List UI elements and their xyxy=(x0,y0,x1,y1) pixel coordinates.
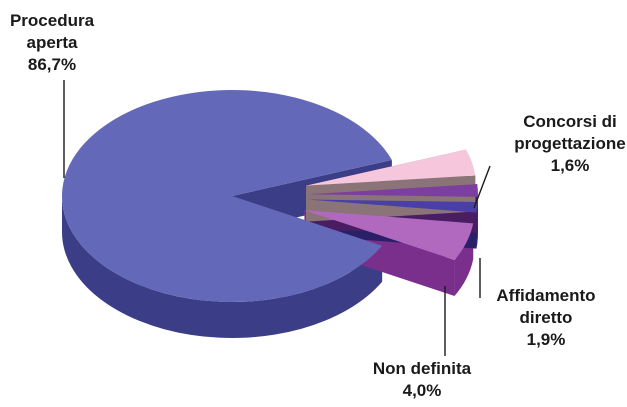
slice-labels: Procedura aperta 86,7% Non definita 4,0% Affi… xyxy=(10,11,626,400)
slice-value-label: 1,9% xyxy=(527,330,566,349)
leader-line-3 xyxy=(473,165,491,209)
slice-value-label: 86,7% xyxy=(28,55,76,74)
slice-value-label: 1,6% xyxy=(551,156,590,175)
slice-label-2: Affidamento diretto 1,9% xyxy=(496,286,595,349)
pie-slice-4 xyxy=(304,210,474,260)
slice-tops xyxy=(61,89,478,302)
slice-name-label: Concorsi di xyxy=(523,112,617,131)
slice-name-label: Non definita xyxy=(373,359,472,378)
pie-slice-1 xyxy=(306,149,476,186)
slice-name-label: Procedura xyxy=(10,11,95,30)
pie-slice-3 xyxy=(307,199,478,213)
slice-label-1: Non definita 4,0% xyxy=(373,359,472,400)
slice-name-label: diretto xyxy=(520,308,573,327)
pie-slice-0 xyxy=(61,89,392,302)
slice-label-3: Concorsi di progettazione 1,6% xyxy=(514,112,625,175)
slice-value-label: 4,0% xyxy=(403,381,442,400)
pie-slice-2 xyxy=(307,184,478,197)
slice-name-label: progettazione xyxy=(514,134,625,153)
slice-name-label: aperta xyxy=(26,33,78,52)
slice-name-label: Affidamento xyxy=(496,286,595,305)
slice-wall-0-0 xyxy=(62,196,383,338)
slice-label-0: Procedura aperta 86,7% xyxy=(10,11,95,74)
